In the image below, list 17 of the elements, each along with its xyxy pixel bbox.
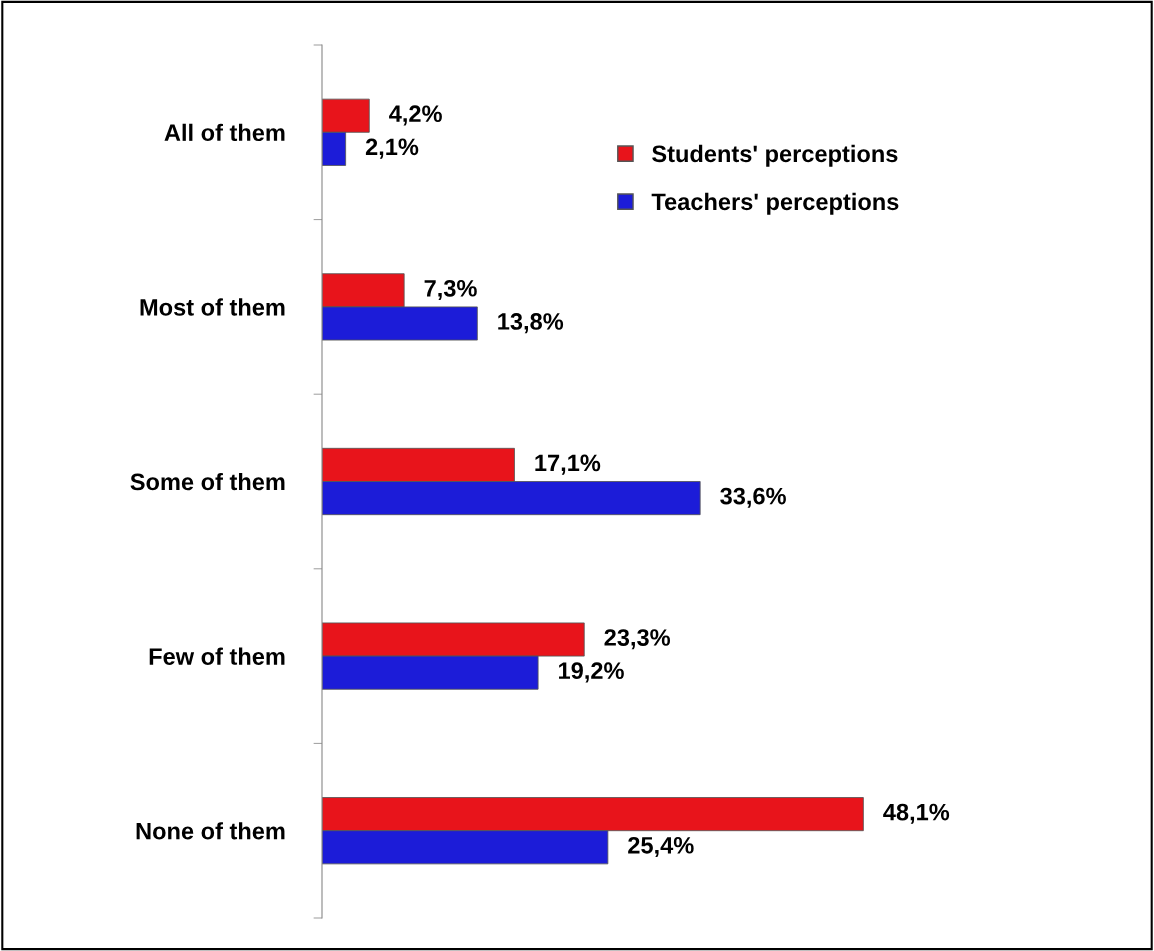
- data-label: 33,6%: [720, 487, 786, 508]
- data-label: 13,8%: [498, 313, 564, 334]
- y-tick-label: All of them: [164, 123, 285, 142]
- data-label: 7,3%: [424, 279, 477, 301]
- y-tick-label: Few of them: [149, 647, 285, 665]
- data-label: 4,2%: [389, 105, 442, 126]
- data-label: 2,1%: [365, 138, 419, 159]
- legend-label: Students' perceptions: [652, 144, 898, 167]
- data-label: 19,2%: [559, 662, 624, 683]
- legend-label: Teachers' perceptions: [651, 192, 899, 215]
- data-label: 23,3%: [604, 629, 671, 650]
- y-tick-label: None of them: [136, 822, 285, 840]
- data-label: 48,1%: [883, 803, 950, 824]
- y-tick-label: Some of them: [130, 472, 285, 491]
- data-label: 25,4%: [628, 836, 694, 858]
- y-tick-label: Most of them: [140, 298, 285, 316]
- data-label: 17,1%: [535, 454, 601, 475]
